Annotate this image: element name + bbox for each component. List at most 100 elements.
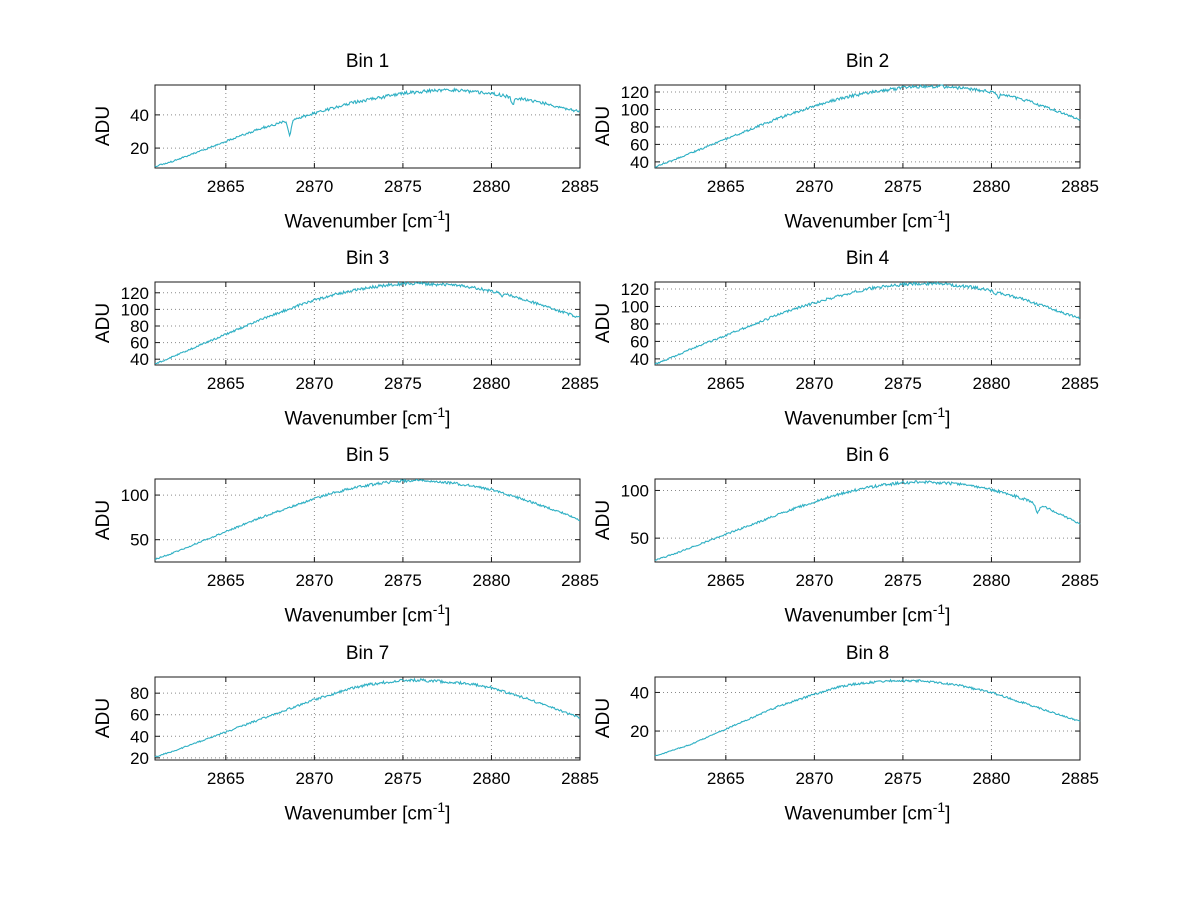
- x-tick-label: 2865: [207, 769, 245, 788]
- x-tick-label: 2865: [707, 177, 745, 196]
- x-axis-label-text: Wavenumber [cm: [784, 211, 933, 233]
- y-tick-label: 120: [621, 83, 649, 102]
- x-axis-label: Wavenumber [cm-1]: [655, 799, 1080, 825]
- plot-title: Bin 3: [345, 248, 390, 269]
- x-tick-label: 2875: [884, 769, 922, 788]
- x-tick-label: 2875: [884, 374, 922, 393]
- x-tick-label: 2880: [473, 374, 511, 393]
- x-tick-label: 2870: [295, 374, 333, 393]
- x-axis-label-sup: -1: [432, 207, 446, 223]
- y-tick-label: 100: [621, 481, 649, 500]
- plot-title: Bin 1: [345, 51, 390, 72]
- y-tick-label: 80: [130, 684, 149, 703]
- plot-title: Bin 4: [845, 248, 890, 269]
- x-tick-label: 2880: [473, 571, 511, 590]
- x-tick-label: 2875: [884, 571, 922, 590]
- plot-title: Bin 6: [845, 445, 890, 466]
- subplot-bin-6: Bin 6 ADU 2865 2870 2875 2880 2885 50 100 Wave…: [550, 443, 1110, 643]
- subplot-bin-2: Bin 2 ADU 2865 2870 2875 2880 2885 40 60 80 100 1…: [550, 49, 1110, 249]
- x-axis-label-sup: -1: [932, 799, 946, 815]
- x-tick-label: 2875: [384, 769, 422, 788]
- x-tick-label: 2880: [973, 571, 1011, 590]
- subplot-bin-3: Bin 3 ADU 2865 2870 2875 2880 2885 40 60 80 100 1…: [50, 246, 610, 446]
- x-axis-label: Wavenumber [cm-1]: [155, 799, 580, 825]
- x-tick-label: 2885: [1061, 769, 1099, 788]
- x-tick-label: 2885: [1061, 374, 1099, 393]
- x-axis-label-text: Wavenumber [cm: [284, 408, 433, 430]
- axes-box: [654, 676, 1081, 761]
- x-tick-label: 2870: [795, 374, 833, 393]
- spectrum-line: [154, 677, 581, 758]
- plot-title: Bin 7: [345, 643, 390, 664]
- x-tick-label: 2865: [707, 374, 745, 393]
- x-axis-label-text: Wavenumber [cm: [784, 803, 933, 825]
- subplot-bin-5: Bin 5 ADU 2865 2870 2875 2880 2885 50 100 Wave…: [50, 443, 610, 643]
- x-axis-label: Wavenumber [cm-1]: [155, 601, 580, 627]
- spectrum-line: [154, 478, 581, 560]
- y-tick-label: 20: [630, 722, 649, 741]
- x-axis-label-sup: -1: [932, 404, 946, 420]
- axes-bin-8: 2865 2870 2875 2880 2885 20 40: [630, 676, 1099, 788]
- x-axis-label: Wavenumber [cm-1]: [655, 601, 1080, 627]
- x-tick-label: 2885: [561, 769, 599, 788]
- y-tick-label: 40: [630, 683, 649, 702]
- plot-title: Bin 8: [845, 643, 890, 664]
- y-tick-label: 40: [630, 153, 649, 172]
- x-tick-label: 2865: [207, 374, 245, 393]
- x-tick-label: 2885: [1061, 177, 1099, 196]
- subplot-bin-8: Bin 8 ADU 2865 2870 2875 2880 2885 20 40 Waven…: [550, 641, 1110, 841]
- x-axis-label-sup: -1: [932, 207, 946, 223]
- x-tick-label: 2870: [295, 177, 333, 196]
- y-tick-label: 100: [121, 486, 149, 505]
- y-tick-label: 60: [630, 135, 649, 154]
- x-tick-label: 2880: [973, 769, 1011, 788]
- x-axis-label-text: Wavenumber [cm: [284, 211, 433, 233]
- y-tick-label: 40: [130, 727, 149, 746]
- x-axis-label-close: ]: [445, 803, 451, 825]
- axes-bin-5: 2865 2870 2875 2880 2885 50 100: [121, 478, 599, 590]
- axes-box: [154, 478, 581, 563]
- subplot-bin-1: Bin 1 ADU 2865 2870 2875 2880 2885 20 40 Waven…: [50, 49, 610, 249]
- x-tick-label: 2875: [384, 177, 422, 196]
- x-tick-label: 2865: [207, 177, 245, 196]
- x-axis-label-sup: -1: [432, 601, 446, 617]
- x-axis-label: Wavenumber [cm-1]: [155, 404, 580, 430]
- plot-title: Bin 2: [845, 51, 890, 72]
- x-tick-label: 2870: [295, 571, 333, 590]
- axes-bin-1: 2865 2870 2875 2880 2885 20 40: [130, 84, 599, 196]
- y-tick-label: 100: [621, 100, 649, 119]
- subplot-bin-4: Bin 4 ADU 2865 2870 2875 2880 2885 40 60 80 100 1…: [550, 246, 1110, 446]
- y-tick-label: 80: [630, 315, 649, 334]
- x-tick-label: 2880: [473, 177, 511, 196]
- x-axis-label-close: ]: [445, 605, 451, 627]
- x-axis-label-text: Wavenumber [cm: [784, 408, 933, 430]
- x-tick-label: 2885: [1061, 571, 1099, 590]
- x-tick-label: 2875: [384, 374, 422, 393]
- y-tick-label: 80: [130, 317, 149, 336]
- plot-title: Bin 5: [345, 445, 390, 466]
- axes-box: [154, 84, 581, 169]
- x-axis-label: Wavenumber [cm-1]: [655, 207, 1080, 233]
- spectrum-line: [654, 280, 1081, 365]
- x-axis-label-sup: -1: [932, 601, 946, 617]
- x-axis-label-close: ]: [945, 408, 951, 430]
- y-tick-label: 120: [121, 284, 149, 303]
- x-tick-label: 2885: [561, 374, 599, 393]
- x-tick-label: 2870: [795, 177, 833, 196]
- y-tick-label: 60: [130, 334, 149, 353]
- spectrum-line: [154, 280, 581, 365]
- x-tick-label: 2865: [207, 571, 245, 590]
- y-tick-label: 80: [630, 118, 649, 137]
- x-axis-label-close: ]: [945, 803, 951, 825]
- axes-bin-7: 2865 2870 2875 2880 2885 20 40 60 80: [130, 676, 599, 788]
- x-tick-label: 2870: [795, 571, 833, 590]
- x-axis-label-sup: -1: [432, 799, 446, 815]
- x-axis-label-close: ]: [445, 211, 451, 233]
- x-tick-label: 2865: [707, 769, 745, 788]
- x-axis-label: Wavenumber [cm-1]: [155, 207, 580, 233]
- x-tick-label: 2870: [295, 769, 333, 788]
